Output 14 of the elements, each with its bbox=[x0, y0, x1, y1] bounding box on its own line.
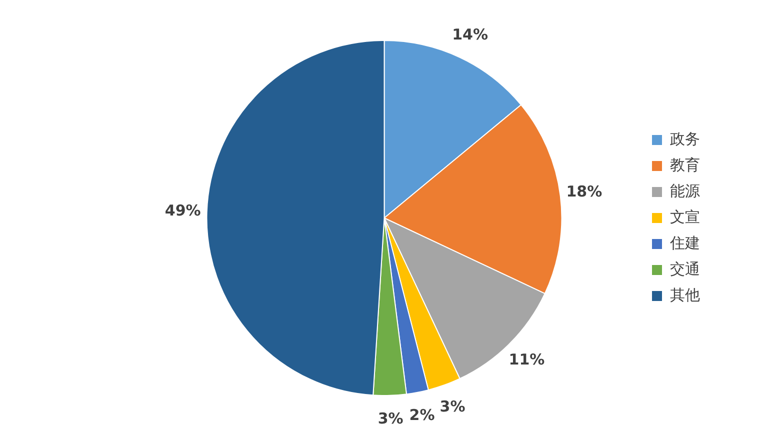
legend-label: 教育 bbox=[670, 156, 700, 174]
legend-label: 住建 bbox=[669, 234, 700, 252]
legend-label: 政务 bbox=[670, 130, 700, 148]
legend-label: 其他 bbox=[670, 286, 700, 304]
data-label: 18% bbox=[566, 182, 602, 201]
data-label: 49% bbox=[164, 202, 201, 220]
data-label: 11% bbox=[508, 350, 545, 368]
legend-label: 文宣 bbox=[670, 208, 700, 226]
legend-label: 交通 bbox=[670, 260, 700, 278]
data-label: 3% bbox=[378, 409, 404, 428]
data-label: 3% bbox=[440, 397, 466, 416]
data-label: 2% bbox=[409, 406, 435, 424]
data-label: 14% bbox=[452, 26, 488, 44]
legend-label: 能源 bbox=[670, 182, 700, 200]
